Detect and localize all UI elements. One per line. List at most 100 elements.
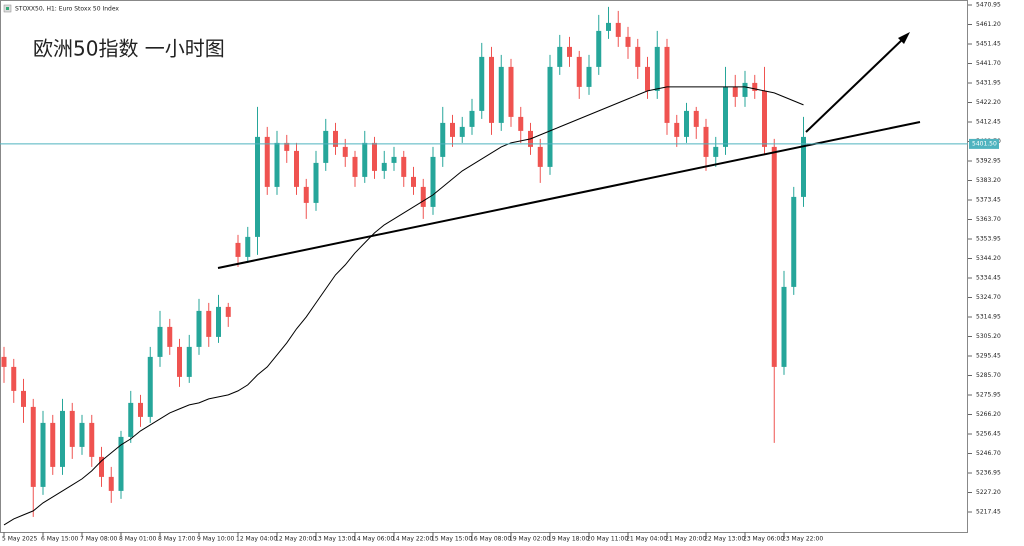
candle-body [372,142,377,171]
y-tick-label: 5441.70 [976,60,1001,67]
candle-body [216,306,221,337]
y-tick-label: 5422.20 [976,99,1001,106]
arrow-line [805,37,905,133]
candle-body [235,242,241,257]
candle-body [674,122,680,137]
candle-body [801,136,806,197]
candle-body [411,176,416,187]
candle-body [684,110,689,137]
candle-body [50,422,56,467]
y-tick-label: 5451.45 [976,41,1001,48]
candle-body [440,122,446,157]
candle-body [781,286,787,367]
x-tick-label: 12 May 20:00 [275,536,316,543]
candle-body [30,406,36,487]
y-tick-label: 5305.20 [976,333,1001,340]
candle-body [645,66,650,91]
candle-body [1,356,7,367]
candle-body [635,46,641,67]
candle-body [284,142,290,151]
candle-body [693,110,699,127]
candle-body [547,66,553,167]
x-tick-label: 13 May 13:00 [314,536,355,543]
moving-average [3,86,804,526]
candle-body [60,410,65,467]
x-tick-label: 20 May 11:00 [587,536,628,543]
arrow-head [898,32,910,44]
candle-body [342,146,348,157]
x-tick-label: 22 May 13:00 [704,536,745,543]
x-tick-label: 8 May 17:00 [158,536,196,543]
candle-body [79,422,85,447]
candle-body [489,56,494,123]
x-tick-label: 19 May 18:00 [548,536,589,543]
y-tick-label: 5344.20 [976,255,1001,262]
candle-body [703,126,709,157]
candle-body [303,186,309,203]
candle-body [450,122,455,137]
candle-body [157,326,163,357]
y-tick-label: 5363.70 [976,216,1001,223]
x-tick-label: 12 May 04:00 [236,536,277,543]
y-tick-label: 5324.70 [976,294,1001,301]
chart-header: STOXX50, H1: Euro Stoxx 50 Index [15,6,119,13]
trendline [217,121,921,269]
candle-body [274,142,280,187]
y-tick-label: 5461.20 [976,21,1001,28]
y-tick-label: 5314.95 [976,314,1001,321]
candle-body [508,66,514,117]
candle-body [196,310,202,347]
chart-title: 欧洲50指数 一小时图 [33,37,225,61]
candle-body [177,346,182,377]
x-tick-label: 6 May 15:00 [41,536,79,543]
candle-body [69,410,75,447]
y-tick-label: 5470.95 [976,2,1001,9]
y-tick-label: 5236.95 [976,470,1001,477]
y-tick-label: 5431.95 [976,80,1001,87]
plot [1,6,806,526]
candle-body [752,82,758,91]
x-tick-label: 9 May 10:00 [197,536,235,543]
candle-body [479,56,485,111]
candle-body [206,310,212,337]
candle-body [430,156,436,207]
x-tick-label: 21 May 20:00 [665,536,706,543]
candle-body [323,130,329,163]
candle-body [732,86,738,97]
x-tick-label: 14 May 22:00 [392,536,433,543]
y-tick-label: 5275.95 [976,392,1001,399]
candle-body [459,126,465,137]
candle-body [518,116,524,131]
y-tick-label: 5246.70 [976,450,1001,457]
candle-body [89,422,95,457]
candle-body [352,156,358,177]
x-tick-label: 15 May 15:00 [431,536,472,543]
y-tick-label: 5295.45 [976,353,1001,360]
candle-body [771,146,777,367]
candle-body [615,22,621,37]
candle-body [167,326,173,347]
y-tick-label: 5412.45 [976,119,1001,126]
candle-body [537,146,543,167]
y-tick-label: 5334.45 [976,275,1001,282]
last-price-box [969,138,999,149]
candle-body [664,46,670,123]
x-tick-label: 19 May 02:00 [509,536,550,543]
y-tick-label: 5373.45 [976,197,1001,204]
y-tick-label: 5383.20 [976,177,1001,184]
y-tick-label: 5353.95 [976,236,1001,243]
candle-body [313,162,319,203]
candle-body [245,236,251,257]
plot-frame [0,0,968,533]
candle-body [147,356,153,417]
candle-body [498,66,504,123]
last-price-label: 5401.50 [972,140,997,147]
candle-body [294,150,299,187]
candle-body [108,476,114,491]
candle-body [791,196,797,287]
candle-body [567,46,572,57]
candle-body [596,30,602,67]
candle-body [391,156,397,163]
y-tick-label: 5285.70 [976,372,1001,379]
